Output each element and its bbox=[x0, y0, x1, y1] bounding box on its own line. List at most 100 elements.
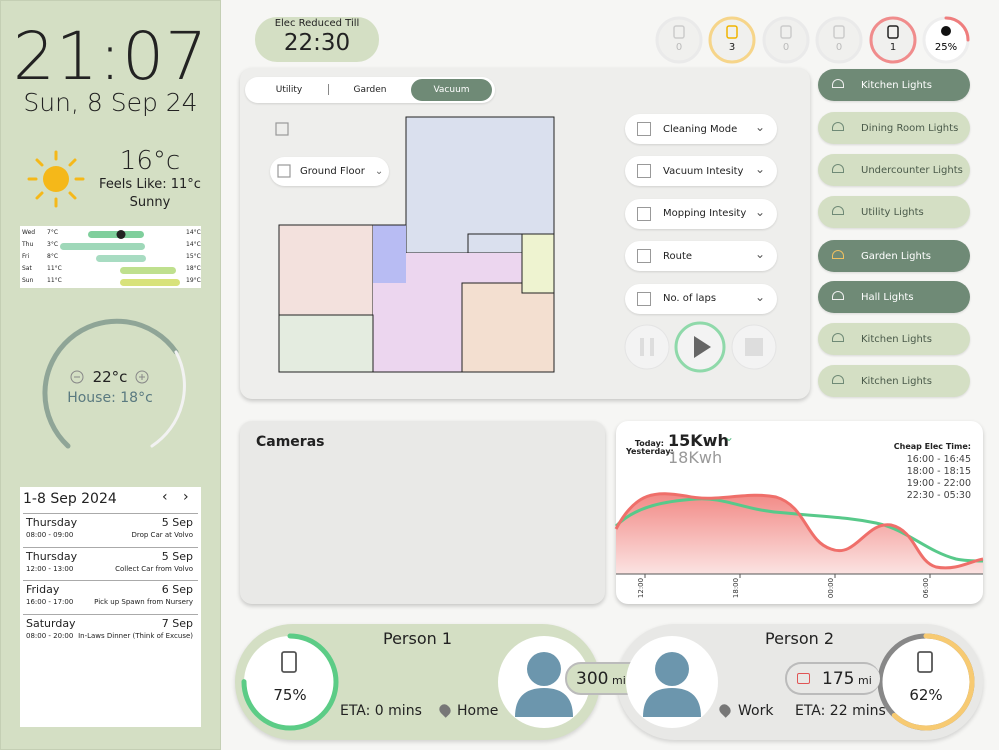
clock-time: 21:07 bbox=[12, 18, 209, 95]
stop-button[interactable] bbox=[731, 324, 777, 370]
calendar-prev[interactable]: ‹ bbox=[162, 489, 168, 505]
status-button[interactable] bbox=[762, 16, 810, 64]
thermostat-dial bbox=[42, 318, 186, 449]
status-count: 0 bbox=[676, 42, 682, 53]
charge-bg bbox=[880, 636, 972, 728]
thermostat-setpoint: 22°c bbox=[92, 368, 128, 386]
cheap-time: 16:00 - 16:45 bbox=[906, 454, 971, 465]
calendar-next[interactable]: › bbox=[183, 489, 189, 505]
option-select[interactable]: No. of laps ⌄ bbox=[625, 283, 777, 314]
event-time: 08:00 - 09:00 bbox=[26, 531, 74, 539]
person-name: Person 2 bbox=[764, 629, 835, 648]
play-button[interactable] bbox=[674, 321, 726, 373]
energy-chart bbox=[614, 492, 984, 578]
forecast-low: 7°C bbox=[47, 229, 59, 236]
weather-feels: Feels Like: 11°c bbox=[99, 177, 201, 192]
charge-label: 62% bbox=[909, 686, 943, 704]
status-count: 1 bbox=[890, 42, 896, 53]
tab[interactable]: Garden bbox=[353, 85, 387, 95]
energy-toggle[interactable]: ⌄ bbox=[724, 430, 735, 444]
status-button[interactable] bbox=[869, 16, 917, 64]
event-divider bbox=[23, 580, 198, 581]
cheap-time: 19:00 - 22:00 bbox=[906, 478, 971, 489]
elec-pill: Elec Reduced Till 22:30 bbox=[255, 17, 379, 62]
status-count: 0 bbox=[783, 42, 789, 53]
floor-label: Ground Floor bbox=[300, 166, 365, 177]
person-graphics bbox=[626, 633, 975, 731]
forecast-day: Thu bbox=[22, 241, 34, 248]
ring-value bbox=[877, 633, 975, 731]
distance-box: 175 mi bbox=[785, 662, 880, 695]
tab[interactable]: Vacuum bbox=[411, 79, 492, 101]
battery-label: 25% bbox=[935, 42, 957, 53]
charge-icon bbox=[281, 651, 297, 673]
option-select[interactable]: Vacuum Intesity ⌄ bbox=[625, 156, 777, 187]
option-label: No. of laps bbox=[663, 293, 717, 305]
forecast-low: 11°C bbox=[47, 277, 62, 284]
option-icon bbox=[637, 206, 651, 221]
status-button[interactable] bbox=[655, 16, 703, 64]
status-bar: 0 3 0 0 1 25% bbox=[655, 16, 970, 64]
status-icon bbox=[887, 25, 899, 39]
option-select[interactable]: Route ⌄ bbox=[625, 241, 777, 272]
option-select[interactable]: Mopping Intesity ⌄ bbox=[625, 198, 777, 229]
forecast-high: 14°C bbox=[186, 241, 201, 248]
event-date: 5 Sep bbox=[161, 549, 193, 563]
light-toggle[interactable]: Utility Lights bbox=[818, 196, 970, 228]
light-name: Kitchen Lights bbox=[861, 79, 932, 91]
forecast-day: Sun bbox=[22, 277, 34, 284]
lamp-icon bbox=[832, 206, 844, 215]
light-toggle[interactable]: Undercounter Lights bbox=[818, 154, 970, 186]
tab[interactable]: Utility bbox=[275, 85, 303, 95]
option-select[interactable]: Cleaning Mode ⌄ bbox=[625, 114, 777, 144]
event-date: 7 Sep bbox=[161, 616, 193, 630]
person-name: Person 1 bbox=[382, 629, 453, 648]
calendar: 1-8 Sep 2024 ‹ › Thursday 5 Sep 08:00 - 09… bbox=[20, 487, 201, 727]
weather-temp: 16°c bbox=[119, 146, 181, 176]
light-toggle[interactable]: Kitchen Lights bbox=[818, 365, 970, 397]
cameras-panel: Cameras bbox=[240, 421, 605, 604]
forecast-high: 14°C bbox=[186, 229, 201, 236]
status-button[interactable] bbox=[708, 16, 756, 64]
light-toggle[interactable]: Kitchen Lights bbox=[818, 323, 970, 355]
calendar-title: 1-8 Sep 2024 bbox=[23, 491, 117, 507]
status-count: 3 bbox=[729, 42, 735, 53]
clock-date: Sun, 8 Sep 24 bbox=[23, 88, 198, 117]
x-label: 00:00 bbox=[827, 577, 836, 599]
light-toggle[interactable]: Hall Lights bbox=[818, 281, 970, 313]
forecast-low: 8°C bbox=[47, 253, 59, 260]
apple-icon bbox=[941, 26, 951, 36]
option-label: Cleaning Mode bbox=[663, 123, 738, 135]
status-icon bbox=[833, 25, 845, 39]
lamp-icon bbox=[832, 375, 844, 384]
event-text: Collect Car from Volvo bbox=[115, 564, 193, 573]
option-caret: ⌄ bbox=[754, 120, 765, 134]
yesterday-value: 18Kwh bbox=[668, 448, 723, 467]
eta: ETA: 0 mins bbox=[340, 703, 422, 719]
distance-unit: mi bbox=[612, 674, 626, 687]
event-day: Thursday bbox=[26, 549, 78, 563]
distance-unit: mi bbox=[858, 674, 872, 687]
x-label: 18:00 bbox=[732, 577, 741, 599]
location: Work bbox=[738, 703, 774, 719]
forecast-high: 15°C bbox=[186, 253, 201, 260]
event-date: 5 Sep bbox=[161, 516, 193, 529]
eta: ETA: 22 mins bbox=[795, 703, 886, 719]
today-value: 15Kwh bbox=[668, 431, 729, 450]
light-toggle[interactable]: Dining Room Lights bbox=[818, 112, 970, 144]
option-label: Route bbox=[663, 250, 693, 262]
charge-icon bbox=[917, 651, 933, 673]
light-toggle[interactable]: Kitchen Lights bbox=[818, 69, 970, 101]
light-toggle[interactable]: Garden Lights bbox=[818, 240, 970, 272]
pause-button[interactable] bbox=[624, 324, 670, 370]
light-name: Kitchen Lights bbox=[861, 375, 932, 387]
event-text: Drop Car at Volvo bbox=[131, 531, 193, 539]
forecast-high: 18°C bbox=[186, 265, 201, 272]
event-text: Pick up Spawn from Nursery bbox=[94, 598, 193, 606]
status-icon bbox=[673, 25, 685, 39]
lamp-icon bbox=[832, 250, 844, 259]
event-day: Friday bbox=[26, 583, 60, 596]
event-time: 08:00 - 20:00 bbox=[26, 631, 74, 640]
status-button[interactable] bbox=[815, 16, 863, 64]
